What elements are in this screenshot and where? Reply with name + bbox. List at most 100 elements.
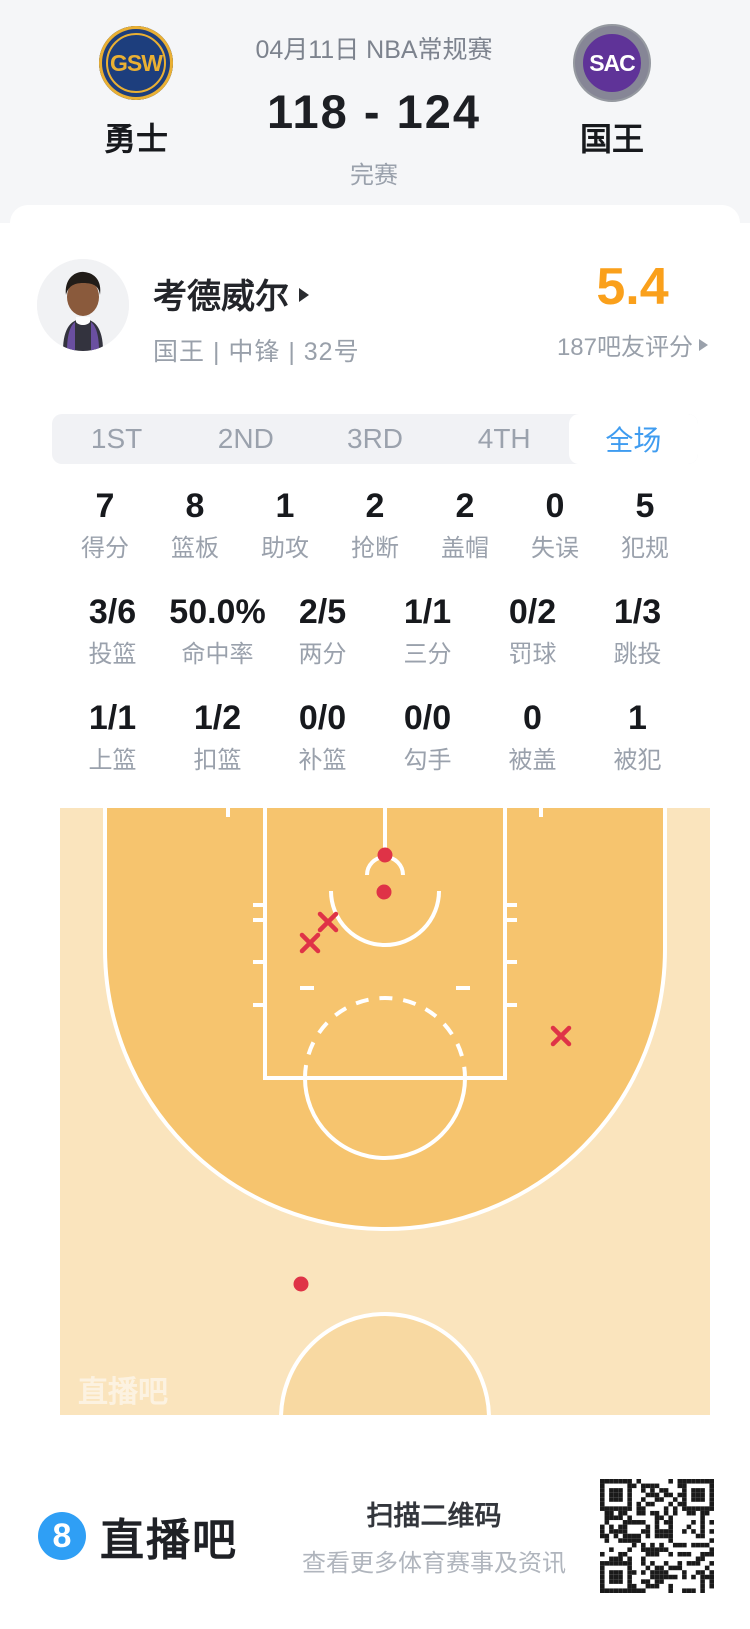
- lane-hash-left: [253, 903, 265, 1007]
- rating-caption: 187吧友评分: [556, 334, 693, 361]
- made-shot-marker: [377, 847, 393, 863]
- stat-value: 0: [545, 487, 565, 525]
- stat-value: 1/3: [613, 593, 662, 631]
- shot-chart: 直播吧: [60, 808, 710, 1415]
- chevron-right-icon: [699, 338, 708, 351]
- stat-label: 抢断: [351, 535, 399, 562]
- stat-2pt: 2/5 两分: [270, 592, 375, 670]
- team-home: GSW 勇士: [64, 26, 208, 223]
- stat-label: 投篮: [88, 641, 137, 668]
- stat-label: 助攻: [261, 535, 309, 562]
- stat-value: 0: [523, 699, 542, 737]
- center-circle: [279, 1312, 491, 1415]
- free-throw-circle-dashed: [303, 996, 467, 1079]
- stat-jumpshot: 1/3 跳投: [585, 592, 690, 670]
- tab-2nd[interactable]: 2ND: [217, 423, 274, 454]
- app-footer: 8 直播吧 扫描二维码 查看更多体育赛事及资讯: [0, 1415, 750, 1593]
- stat-label: 上篮: [88, 747, 137, 774]
- logo-glyph: 8: [52, 1516, 72, 1555]
- stat-value: 50.0%: [169, 593, 266, 631]
- score-center: 04月11日 NBA常规赛 118 - 124 完赛: [208, 26, 540, 223]
- stat-turnovers: 0 失误: [510, 486, 600, 564]
- shot-markers: [293, 847, 572, 1292]
- player-avatar: [37, 259, 129, 351]
- player-header: 考德威尔 国王 | 中锋 | 32号 5.4 187吧友评分: [10, 205, 740, 368]
- baseline-ticks: [226, 808, 543, 817]
- stat-label: 盖帽: [441, 535, 489, 562]
- brand-name: 直播吧: [100, 1516, 238, 1565]
- stat-value: 1/2: [193, 699, 242, 737]
- stats-row-detail: 1/1 上篮 1/2 扣篮 0/0 补篮 0/0 勾手 0 被盖 1 被犯: [10, 698, 740, 776]
- stat-label: 犯规: [621, 535, 669, 562]
- away-team-name: 国王: [579, 121, 644, 157]
- tab-1st[interactable]: 1ST: [90, 423, 143, 454]
- stat-label: 罚球: [508, 641, 557, 668]
- stat-dunk: 1/2 扣篮: [165, 698, 270, 776]
- missed-shot-marker: [550, 1025, 572, 1047]
- tab-4th[interactable]: 4TH: [477, 423, 531, 454]
- stat-blocks: 2 盖帽: [420, 486, 510, 564]
- stat-fouled: 1 被犯: [585, 698, 690, 776]
- stat-value: 5: [635, 487, 655, 525]
- player-rating: 5.4: [596, 258, 669, 316]
- sac-abbr: SAC: [589, 49, 636, 76]
- player-info: 考德威尔 国王 | 中锋 | 32号: [153, 259, 360, 368]
- stat-value: 2/5: [298, 593, 347, 631]
- player-name-link[interactable]: 考德威尔: [153, 269, 360, 318]
- gsw-abbr: GSW: [110, 49, 163, 76]
- made-shot-marker: [293, 1276, 309, 1292]
- stats-section: 7 得分 8 篮板 1 助攻 2 抢断 2 盖帽 0 失误: [10, 486, 740, 776]
- stat-3pt: 1/1 三分: [375, 592, 480, 670]
- stat-value: 0/2: [508, 593, 557, 631]
- rating-block: 5.4 187吧友评分: [557, 259, 708, 362]
- tab-full-game[interactable]: 全场: [568, 414, 698, 464]
- period-tabs: 1ST 2ND 3RD 4TH 全场: [52, 414, 698, 464]
- player-name: 考德威尔: [153, 278, 289, 316]
- stat-fg: 3/6 投篮: [60, 592, 165, 670]
- stat-label: 补篮: [298, 747, 347, 774]
- stat-steals: 2 抢断: [330, 486, 420, 564]
- stat-label: 扣篮: [193, 747, 242, 774]
- stat-value: 1/1: [403, 593, 452, 631]
- stat-fg-pct: 50.0% 命中率: [165, 592, 270, 670]
- stat-value: 8: [185, 487, 205, 525]
- tab-3rd[interactable]: 3RD: [347, 423, 404, 454]
- stat-label: 勾手: [403, 747, 452, 774]
- game-date-title: 04月11日 NBA常规赛: [255, 36, 493, 64]
- qr-text-block: 扫描二维码 查看更多体育赛事及资讯: [302, 1494, 566, 1578]
- qr-caption: 查看更多体育赛事及资讯: [302, 1550, 566, 1577]
- stat-value: 7: [95, 487, 115, 525]
- chevron-right-icon: [299, 288, 309, 302]
- stats-row-main: 7 得分 8 篮板 1 助攻 2 抢断 2 盖帽 0 失误: [10, 486, 740, 564]
- brand-group: 8 直播吧: [38, 1504, 238, 1568]
- game-score: 118 - 124: [266, 85, 481, 138]
- scoreboard: GSW 勇士 04月11日 NBA常规赛 118 - 124 完赛 SAC 国王: [0, 0, 750, 223]
- free-throw-circle-solid: [303, 1077, 467, 1160]
- lane-hash-right: [505, 903, 517, 1007]
- stat-points: 7 得分: [60, 486, 150, 564]
- stat-label: 两分: [298, 641, 347, 668]
- stat-label: 命中率: [181, 641, 254, 668]
- stat-value: 1: [628, 699, 647, 737]
- missed-shot-marker: [299, 932, 321, 954]
- stat-value: 1/1: [88, 699, 137, 737]
- qr-code: [600, 1479, 714, 1593]
- stat-fouls: 5 犯规: [600, 486, 690, 564]
- player-meta: 国王 | 中锋 | 32号: [153, 338, 360, 366]
- stat-value: 0/0: [403, 699, 452, 737]
- rating-caption-link[interactable]: 187吧友评分: [557, 327, 708, 362]
- stat-blocked: 0 被盖: [480, 698, 585, 776]
- qr-title: 扫描二维码: [366, 1501, 502, 1531]
- stat-label: 三分: [403, 641, 452, 668]
- shot-chart-court: 直播吧: [60, 808, 710, 1415]
- stat-value: 1: [275, 487, 295, 525]
- stat-value: 0/0: [298, 699, 347, 737]
- stat-label: 篮板: [171, 535, 219, 562]
- missed-shot-marker: [317, 911, 339, 933]
- zhibo8-logo-icon: 8: [38, 1512, 86, 1560]
- three-point-line: [103, 808, 667, 1231]
- made-shot-marker: [376, 884, 392, 900]
- game-status: 完赛: [350, 162, 398, 189]
- stats-row-shooting: 3/6 投篮 50.0% 命中率 2/5 两分 1/1 三分 0/2 罚球 1/…: [10, 592, 740, 670]
- qr-code-image: [600, 1479, 714, 1593]
